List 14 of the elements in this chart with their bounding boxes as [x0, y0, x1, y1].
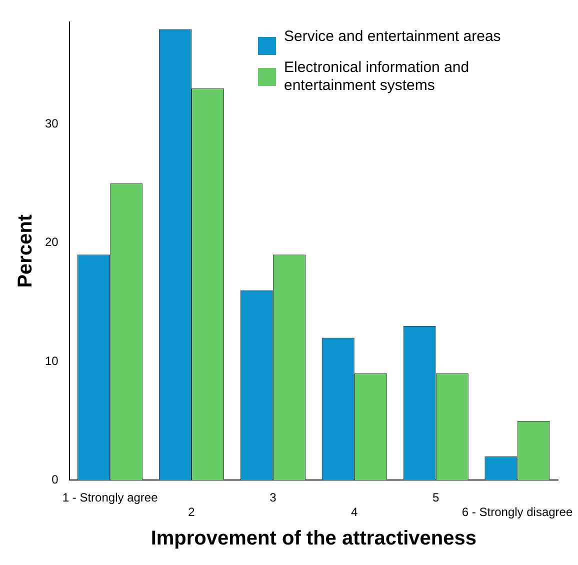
legend-label: Service and entertainment areas: [284, 28, 501, 46]
x-tick-label: 5: [432, 490, 440, 505]
y-tick-label: 10: [44, 354, 59, 368]
x-tick-label: 3: [270, 490, 277, 505]
y-tick-label: 20: [44, 235, 59, 250]
y-axis-title: Percent: [14, 214, 37, 288]
legend-label: Electronical information and entertainment systems: [284, 59, 470, 95]
x-tick-label: 6 - Strongly disagree: [462, 505, 573, 520]
y-tick-label: 0: [52, 472, 59, 487]
x-tick-label: 1 - Strongly agree: [62, 490, 158, 505]
x-tick-label: 2: [188, 505, 196, 520]
x-axis-title: Improvement of the attractiveness: [150, 528, 476, 550]
y-tick-label: 30: [44, 116, 59, 130]
x-tick-label: 4: [351, 505, 358, 520]
